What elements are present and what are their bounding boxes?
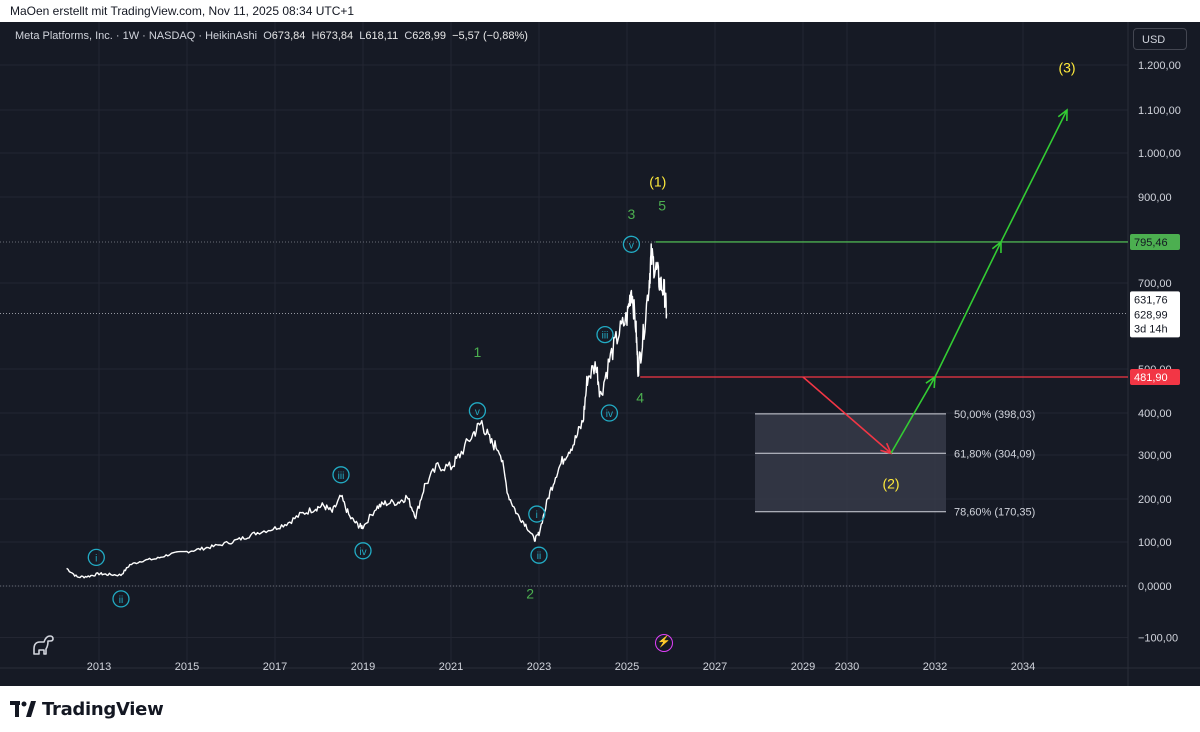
- wave-label: 1: [474, 344, 482, 360]
- sub-wave-label: iv: [359, 547, 366, 558]
- x-tick-label: 2013: [87, 661, 111, 673]
- change-value: −5,57 (−0,88%): [452, 30, 528, 42]
- sub-wave-circle: [528, 505, 546, 523]
- projection-up-arrow-3: [1000, 109, 1068, 243]
- y-tick-label: 300,00: [1138, 450, 1172, 462]
- price-series-line: [66, 243, 668, 579]
- sub-wave-label: iv: [606, 409, 613, 420]
- currency-button[interactable]: USD: [1133, 28, 1187, 50]
- sub-wave-circle: [530, 546, 548, 564]
- wave-label: 5: [658, 198, 666, 214]
- wave-label: (3): [1058, 59, 1075, 75]
- x-tick-label: 2034: [1011, 661, 1035, 673]
- resistance-price-tag: 795,46: [1134, 237, 1168, 249]
- symbol-name[interactable]: Meta Platforms, Inc. · 1W · NASDAQ · Hei…: [15, 30, 258, 42]
- high-label: H: [311, 30, 320, 42]
- lightning-icon[interactable]: ⚡: [655, 634, 673, 652]
- wave-label: 2: [526, 586, 534, 602]
- open-label: O: [263, 30, 272, 42]
- footer-bar: TradingView: [0, 686, 1200, 732]
- open-value: 673,84: [271, 30, 306, 42]
- projection-up-arrow-3-head: [1057, 108, 1068, 122]
- y-tick-label: 100,00: [1138, 537, 1172, 549]
- resistance-price-tag-bg: [1130, 233, 1180, 250]
- tradingview-logo[interactable]: TradingView: [10, 696, 164, 722]
- fib-level-label: 78,60% (170,35): [954, 507, 1035, 519]
- close-price-tag: 628,99: [1134, 309, 1168, 321]
- projection-up-arrow-1: [890, 376, 936, 454]
- y-tick-label: 200,00: [1138, 494, 1172, 506]
- sub-wave-circle: [596, 325, 614, 344]
- sub-wave-circle: [87, 548, 105, 567]
- sub-wave-label: iii: [602, 331, 609, 342]
- sub-wave-circle: [354, 542, 372, 560]
- sub-wave-circle: [622, 235, 641, 253]
- high-value: 673,84: [319, 30, 354, 42]
- sub-wave-label: i: [95, 553, 97, 564]
- low-value: 618,11: [365, 30, 399, 42]
- y-tick-label: 900,00: [1138, 192, 1172, 204]
- x-tick-label: 2021: [439, 661, 463, 673]
- sub-wave-circle: [332, 466, 350, 484]
- bar-countdown-tag: 3d 14h: [1134, 323, 1168, 335]
- fib-zone: [755, 413, 946, 512]
- sub-wave-label: i: [536, 510, 538, 521]
- last-price-tag: 631,76: [1134, 294, 1168, 306]
- fib-level-label: 61,80% (304,09): [954, 448, 1035, 460]
- fib-level-label: 50,00% (398,03): [954, 409, 1035, 421]
- x-tick-label: 2032: [923, 661, 947, 673]
- price-chart[interactable]: 50,00% (398,03) 61,80% (304,09) 78,60% (17…: [0, 22, 1200, 686]
- support-price-tag-bg: [1130, 368, 1180, 385]
- wave-label: (1): [649, 174, 666, 190]
- support-price-tag: 481,90: [1134, 372, 1168, 384]
- close-label: C: [404, 30, 413, 42]
- last-price-block: [1130, 291, 1180, 338]
- sub-wave-circle: [112, 590, 130, 608]
- projection-down-arrow: [802, 376, 892, 454]
- y-tick-label: 1.200,00: [1138, 60, 1181, 72]
- projection-up-arrow-2: [934, 241, 1002, 378]
- symbol-legend: Meta Platforms, Inc. · 1W · NASDAQ · Hei…: [15, 30, 528, 42]
- attribution-bar: MaOen erstellt mit TradingView.com, Nov …: [0, 0, 1200, 22]
- y-tick-label: −100,00: [1138, 633, 1178, 645]
- wave-label: 4: [636, 390, 644, 406]
- sub-wave-circle: [468, 402, 487, 420]
- x-tick-label: 2027: [703, 661, 727, 673]
- tradingview-logo-text: TradingView: [42, 698, 164, 720]
- x-tick-label: 2023: [527, 661, 551, 673]
- y-tick-label: 1.100,00: [1138, 105, 1181, 117]
- x-tick-label: 2029: [791, 661, 815, 673]
- y-tick-label: 700,00: [1138, 278, 1172, 290]
- sub-wave-label: ii: [119, 595, 123, 606]
- sub-wave-label: v: [629, 240, 634, 251]
- attribution-text: MaOen erstellt mit TradingView.com, Nov …: [10, 4, 355, 18]
- wave-label: (2): [882, 476, 899, 492]
- dino-icon: [33, 635, 54, 655]
- x-tick-label: 2025: [615, 661, 639, 673]
- y-tick-label: 1.000,00: [1138, 148, 1181, 160]
- close-value: 628,99: [412, 30, 446, 42]
- wave-label: 3: [628, 206, 636, 222]
- x-tick-label: 2030: [835, 661, 859, 673]
- tradingview-logo-icon: [10, 701, 36, 717]
- y-tick-label: 0,0000: [1138, 581, 1172, 593]
- sub-wave-label: iii: [338, 471, 345, 482]
- low-label: L: [359, 30, 366, 42]
- sub-wave-label: v: [475, 407, 480, 418]
- x-tick-label: 2017: [263, 661, 287, 673]
- x-tick-label: 2015: [175, 661, 199, 673]
- x-tick-label: 2019: [351, 661, 375, 673]
- y-tick-label: 400,00: [1138, 408, 1172, 420]
- sub-wave-label: ii: [537, 551, 541, 562]
- sub-wave-circle: [600, 404, 619, 422]
- chart-area[interactable]: 50,00% (398,03) 61,80% (304,09) 78,60% (17…: [0, 22, 1200, 686]
